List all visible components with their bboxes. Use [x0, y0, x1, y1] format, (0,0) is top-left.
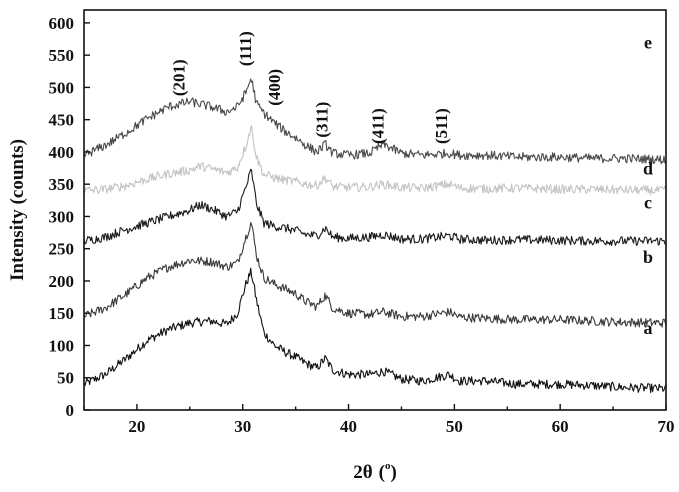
x-axis-title: 2θ(o): [353, 460, 397, 483]
y-tick-label: 600: [49, 14, 75, 33]
peak-label: (201): [170, 59, 189, 96]
series-line-a: [84, 268, 666, 392]
y-tick-label: 50: [57, 369, 74, 388]
y-tick-label: 400: [49, 143, 75, 162]
y-tick-label: 200: [49, 272, 75, 291]
x-tick-label: 30: [234, 417, 251, 436]
curve-label-d: d: [643, 159, 653, 179]
x-ticks: 20 30 40 50 60 70: [84, 404, 675, 436]
peak-label: (511): [432, 108, 451, 144]
x-tick-label: 60: [552, 417, 569, 436]
x-tick-label: 20: [128, 417, 145, 436]
y-tick-label: 0: [66, 401, 75, 420]
series-line-c: [84, 169, 666, 245]
y-tick-label: 350: [49, 175, 75, 194]
x-axis-symbol: 2θ: [353, 462, 373, 483]
x-tick-label: 50: [446, 417, 463, 436]
y-axis-title: Intensity (counts): [7, 139, 28, 281]
y-tick-label: 100: [49, 336, 75, 355]
y-tick-label: 300: [49, 207, 75, 226]
curve-label-b: b: [643, 247, 653, 267]
y-tick-label: 450: [49, 111, 75, 130]
y-tick-label: 500: [49, 78, 75, 97]
peak-label: (111): [236, 31, 255, 66]
y-tick-label: 550: [49, 46, 75, 65]
y-tick-label: 250: [49, 240, 75, 259]
peak-label: (411): [369, 108, 388, 144]
annotation-labels: (201) (111) (400) (311) (411) (511) e dc b a: [170, 31, 654, 338]
curve-label-c: c: [644, 193, 652, 213]
peak-label: (400): [265, 69, 284, 106]
curve-label-e: e: [644, 33, 652, 53]
y-tick-label: 150: [49, 304, 75, 323]
x-tick-label: 70: [658, 417, 675, 436]
curve-label-a: a: [644, 318, 653, 338]
x-axis-unit-close: ): [390, 462, 396, 483]
x-tick-label: 40: [340, 417, 357, 436]
peak-label: (311): [312, 102, 331, 138]
